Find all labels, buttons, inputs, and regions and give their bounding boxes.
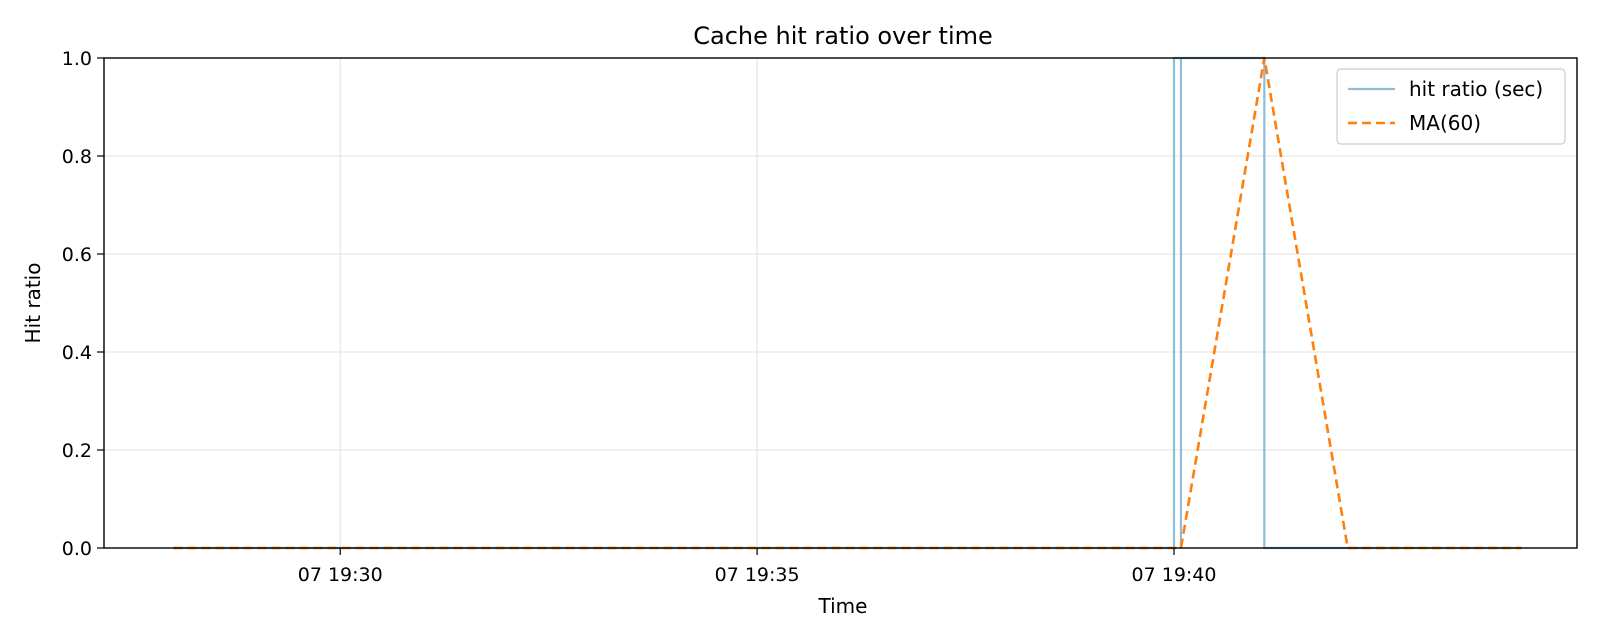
y-tick-label: 0.0 xyxy=(62,538,92,560)
x-axis: 07 19:30 07 19:35 07 19:40 xyxy=(298,548,1217,586)
x-tick-label: 07 19:35 xyxy=(715,564,800,586)
y-tick-label: 0.6 xyxy=(62,244,92,266)
y-tick-label: 0.2 xyxy=(62,440,92,462)
chart-title: Cache hit ratio over time xyxy=(693,22,993,50)
y-axis-label: Hit ratio xyxy=(21,263,45,344)
plot-frame xyxy=(103,57,1578,549)
y-axis: 0.0 0.2 0.4 0.6 0.8 1.0 xyxy=(62,48,104,560)
y-tick-label: 1.0 xyxy=(62,48,92,70)
legend-label-hit-ratio: hit ratio (sec) xyxy=(1409,77,1543,101)
x-tick-label: 07 19:40 xyxy=(1132,564,1217,586)
legend: hit ratio (sec) MA(60) xyxy=(1336,68,1566,145)
legend-label-ma60: MA(60) xyxy=(1409,111,1481,135)
series-ma60-line xyxy=(173,56,1522,550)
legend-box xyxy=(1336,68,1566,145)
y-tick-label: 0.8 xyxy=(62,146,92,168)
x-tick-label: 07 19:30 xyxy=(298,564,383,586)
y-tick-label: 0.4 xyxy=(62,342,92,364)
series-layer xyxy=(173,56,1522,550)
x-axis-label: Time xyxy=(818,594,868,618)
series-hit-ratio-line xyxy=(173,56,1522,550)
